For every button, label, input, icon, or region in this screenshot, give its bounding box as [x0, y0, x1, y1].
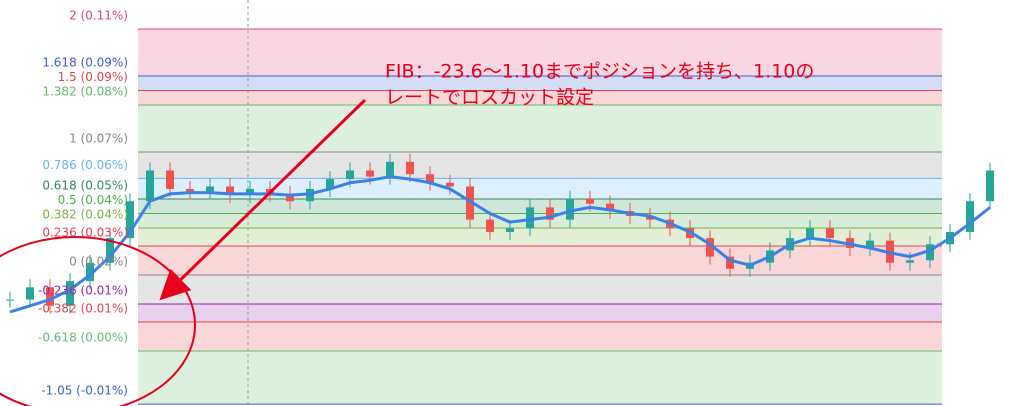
candle — [546, 207, 554, 220]
fib-label: -1.05 (-0.01%) — [41, 384, 128, 398]
candle — [526, 207, 534, 229]
fib-label: 1.382 (0.08%) — [42, 85, 128, 99]
candle — [186, 188, 194, 192]
candle — [486, 219, 494, 232]
candle — [866, 240, 874, 248]
candle — [86, 262, 94, 282]
fib-band — [138, 304, 942, 322]
fib-label: 1.618 (0.09%) — [42, 56, 128, 70]
candle — [466, 186, 474, 220]
fib-label: 0.236 (0.03%) — [42, 225, 128, 239]
fib-label: 2 (0.11%) — [69, 9, 128, 23]
fib-label: 0.618 (0.05%) — [42, 179, 128, 193]
candle — [206, 186, 214, 192]
candle — [66, 281, 74, 306]
candle — [246, 188, 254, 196]
candle — [566, 198, 574, 220]
fib-band — [138, 228, 942, 246]
fib-band — [138, 351, 942, 405]
fib-band — [138, 152, 942, 179]
fib-band — [138, 90, 942, 106]
fib-label: 0.786 (0.06%) — [42, 158, 128, 172]
fib-label: 1 (0.07%) — [69, 132, 128, 146]
highlight-circle — [0, 236, 196, 406]
fib-label: -0.382 (0.01%) — [38, 301, 128, 315]
candle — [966, 201, 974, 232]
candle — [106, 238, 114, 263]
candle — [406, 161, 414, 175]
candle — [926, 244, 934, 261]
fib-label: 1.5 (0.09%) — [58, 70, 128, 84]
arrow — [159, 98, 367, 301]
candle — [706, 238, 714, 257]
candle — [586, 198, 594, 204]
fib-band — [138, 199, 942, 214]
annotation: FIB：-23.6～1.10までポジションを持ち、1.10の — [385, 61, 814, 83]
candle — [26, 287, 34, 300]
candle — [426, 174, 434, 183]
candle — [826, 228, 834, 239]
candle — [146, 170, 154, 202]
fib-band — [138, 213, 942, 229]
candle — [986, 170, 994, 202]
fib-band — [138, 105, 942, 153]
fib-label: 0.5 (0.04%) — [58, 193, 128, 207]
candle — [366, 170, 374, 177]
candle — [906, 260, 914, 263]
annotation: レートでロスカット設定 — [385, 87, 594, 109]
candle — [806, 228, 814, 239]
fib-band — [138, 76, 942, 91]
fib-band — [138, 178, 942, 200]
candle — [326, 179, 334, 189]
candle — [446, 182, 454, 187]
candle — [226, 186, 234, 196]
fib-label: 0.382 (0.04%) — [42, 208, 128, 222]
fib-band — [138, 321, 942, 352]
candle — [46, 287, 54, 306]
candle — [506, 228, 514, 232]
fib-band — [138, 245, 942, 276]
candle — [346, 170, 354, 180]
candle — [126, 201, 134, 239]
candle — [166, 170, 174, 189]
candle — [386, 161, 394, 177]
fib-band — [138, 275, 942, 305]
fib-label: 0 (0.02%) — [69, 255, 128, 269]
fib-label: -0.618 (0.00%) — [38, 331, 128, 345]
candle — [726, 256, 734, 269]
candle — [6, 299, 14, 301]
moving-average — [9, 175, 991, 314]
candle — [286, 193, 294, 202]
fib-label: -0.236 (0.01%) — [38, 284, 128, 298]
candle — [646, 215, 654, 220]
candle — [606, 203, 614, 212]
fib-band — [138, 29, 942, 77]
